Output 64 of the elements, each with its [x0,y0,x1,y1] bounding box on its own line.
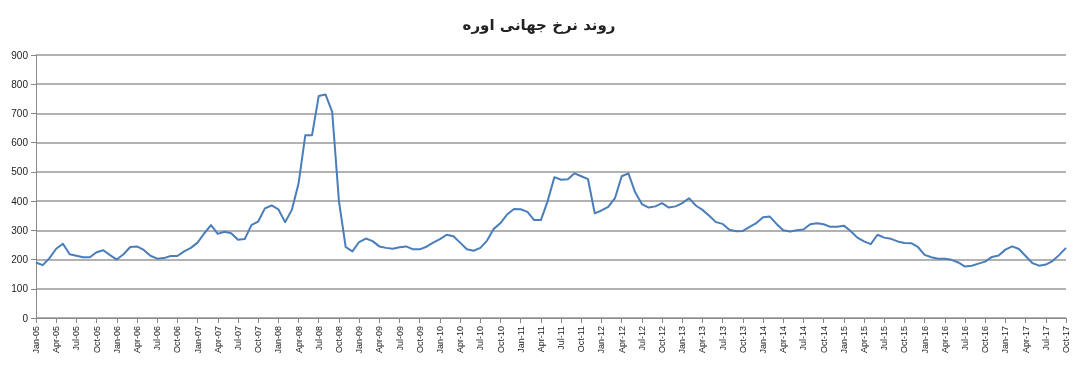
x-tick-label: Oct-11 [576,326,587,353]
x-tick-label: Oct-09 [414,326,425,354]
x-tick-label: Apr-07 [212,326,223,354]
x-tick-label: Jan-13 [677,326,688,354]
x-tick-label: Jul-13 [717,326,728,351]
y-tick-label: 200 [11,254,29,266]
x-tick-label: Oct-06 [172,326,183,354]
x-tick-label: Apr-15 [859,326,870,354]
y-tick-label: 500 [11,166,29,178]
x-tick-label: Oct-16 [980,326,991,354]
x-tick-label: Jul-08 [313,326,324,351]
x-tick-label: Jan-12 [596,326,607,354]
x-tick-label: Oct-07 [253,326,264,354]
x-tick-label: Jul-11 [556,326,567,350]
x-tick-label: Apr-16 [939,326,950,354]
x-tick-label: Jan-05 [31,326,41,354]
x-tick-label: Oct-05 [91,326,102,354]
x-tick-label: Apr-17 [1020,326,1031,354]
y-tick-label: 900 [11,49,29,61]
x-tick-label: Jul-14 [798,326,809,351]
y-tick-label: 700 [11,107,29,119]
x-tick-label: Apr-08 [293,326,304,354]
x-tick-label: Apr-12 [616,326,627,354]
x-tick-label: Apr-05 [51,326,62,354]
x-tick-label: Jan-08 [273,326,284,354]
y-tick-label: 600 [11,137,29,149]
x-tick-label: Jan-16 [919,326,930,354]
y-tick-label: 0 [22,312,29,324]
x-tick-label: Jan-17 [1000,326,1011,354]
x-tick-label: Jan-07 [192,326,203,354]
x-tick-label: Jan-14 [758,326,769,354]
x-tick-label: Apr-10 [455,326,466,354]
x-tick-label: Jan-10 [434,326,445,354]
x-tick-label: Jan-09 [354,326,365,354]
x-tick-label: Jul-06 [152,326,163,351]
x-tick-label: Apr-11 [535,326,546,353]
x-tick-label: Jul-16 [960,326,971,351]
x-tick-label: Jan-11 [515,326,526,353]
x-tick-label: Jul-09 [394,326,405,351]
x-tick-label: Jul-10 [475,326,486,351]
x-tick-label: Oct-13 [737,326,748,354]
x-tick-label: Oct-17 [1061,326,1071,354]
x-tick-label: Jul-17 [1040,326,1051,351]
y-tick-label: 800 [11,78,29,90]
x-tick-label: Apr-09 [374,326,385,354]
x-tick-label: Jul-12 [636,326,647,351]
x-tick-label: Apr-06 [131,326,142,354]
x-tick-label: Jul-15 [879,326,890,351]
x-tick-label: Oct-14 [818,326,829,354]
x-tick-label: Jan-15 [838,326,849,354]
chart-title: روند نرخ جهانی اوره [462,15,616,34]
x-tick-label: Oct-12 [657,326,668,354]
line-series [35,93,1067,268]
x-tick-label: Jul-05 [71,326,82,351]
y-tick-label: 400 [11,195,29,207]
x-tick-label: Jan-06 [111,326,122,354]
y-tick-label: 100 [11,283,29,295]
x-tick-label: Oct-15 [899,326,910,354]
x-tick-label: Oct-08 [333,326,344,354]
x-tick-label: Apr-13 [697,326,708,354]
y-tick-label: 300 [11,224,29,236]
x-tick-label: Oct-10 [495,326,506,354]
x-tick-label: Apr-14 [778,326,789,354]
x-tick-label: Jul-07 [232,326,243,351]
